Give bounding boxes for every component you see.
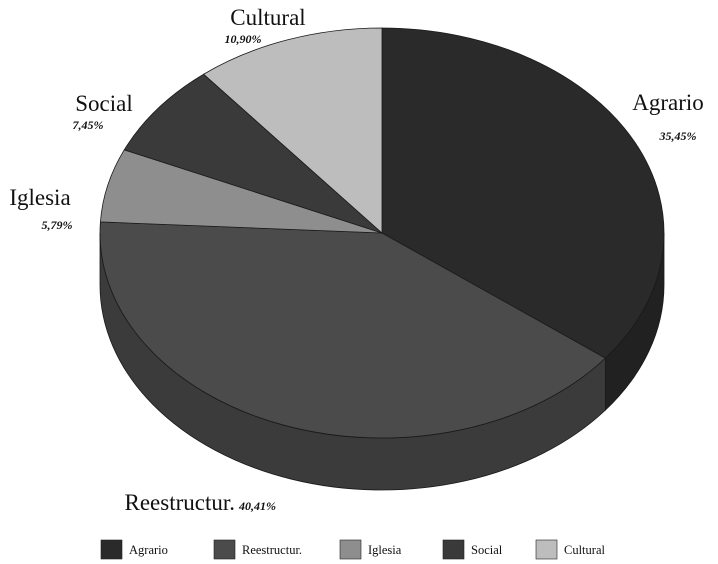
pie-slice-cultural xyxy=(202,27,383,234)
slice-value-reestructur: 40,41% xyxy=(238,499,276,513)
slice-label-cultural: Cultural xyxy=(230,5,305,30)
pie-slices xyxy=(99,27,665,439)
slice-value-social: 7,45% xyxy=(73,118,104,132)
slice-value-cultural: 10,90% xyxy=(225,32,262,46)
slice-label-agrario: Agrario xyxy=(632,90,704,115)
legend: Agrario Reestructur. Iglesia Social Cultural xyxy=(100,539,605,560)
pie-slice-agrario xyxy=(381,27,665,359)
slice-labels: Agrario 35,45% Reestructur. 40,41% Iglesia 5,… xyxy=(9,5,703,515)
slice-value-agrario: 35,45% xyxy=(659,129,697,143)
legend-swatch-social xyxy=(442,539,465,560)
legend-label-iglesia: Iglesia xyxy=(368,543,402,557)
legend-label-cultural: Cultural xyxy=(564,543,605,557)
slice-label-reestructur: Reestructur. xyxy=(125,490,236,515)
legend-label-reestructur: Reestructur. xyxy=(242,543,302,557)
pie-slice-social xyxy=(123,73,383,234)
slice-label-iglesia: Iglesia xyxy=(9,185,70,210)
legend-label-social: Social xyxy=(471,543,503,557)
legend-swatch-iglesia xyxy=(339,539,362,560)
legend-swatch-agrario xyxy=(100,539,123,560)
pie-slice-reestructur xyxy=(99,221,607,439)
legend-label-agrario: Agrario xyxy=(129,543,168,557)
legend-swatch-reestructur xyxy=(213,539,236,560)
slice-value-iglesia: 5,79% xyxy=(42,218,73,232)
legend-swatch-cultural xyxy=(535,539,558,560)
slice-label-social: Social xyxy=(75,91,133,116)
